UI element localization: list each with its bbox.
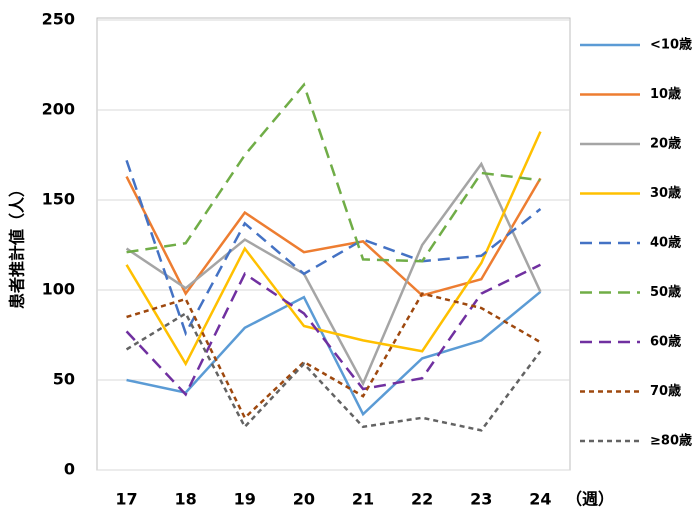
series-line [125,161,542,387]
legend-label: ≥80歳 [650,433,692,449]
series-line [125,176,542,297]
y-tick-label: 200 [42,100,75,119]
series-line [126,292,542,420]
series-line [125,263,541,397]
legend-label: 20歳 [650,136,681,152]
x-tick-label: 18 [175,490,197,509]
legend-label: <10歳 [650,37,692,53]
y-tick-label: 250 [42,10,75,29]
y-axis-title: 患者推計値（人） [8,181,27,309]
series-line [125,159,542,337]
legend-label: 50歳 [650,284,681,300]
x-tick-label: 23 [470,490,492,509]
x-tick-label: 22 [411,490,433,509]
series-line [125,131,542,367]
series-line [125,311,542,432]
x-tick-label: 24 [529,490,551,509]
legend-label: 40歳 [650,235,681,251]
x-tick-label: 17 [115,490,137,509]
y-tick-label: 50 [53,370,75,389]
plot-frame [96,17,571,471]
x-tick-label: 19 [234,490,256,509]
legend-label: 10歳 [650,86,681,102]
legend-label: 30歳 [650,185,681,201]
x-tick-label: 20 [293,490,315,509]
legend-label: 60歳 [650,334,681,350]
y-tick-label: 0 [64,460,75,479]
x-axis-title: （週） [566,490,614,509]
series-line [126,82,541,263]
series-line [126,290,542,417]
y-tick-label: 150 [42,190,75,209]
x-tick-label: 21 [352,490,374,509]
legend-label: 70歳 [650,383,681,399]
y-tick-label: 100 [42,280,75,299]
